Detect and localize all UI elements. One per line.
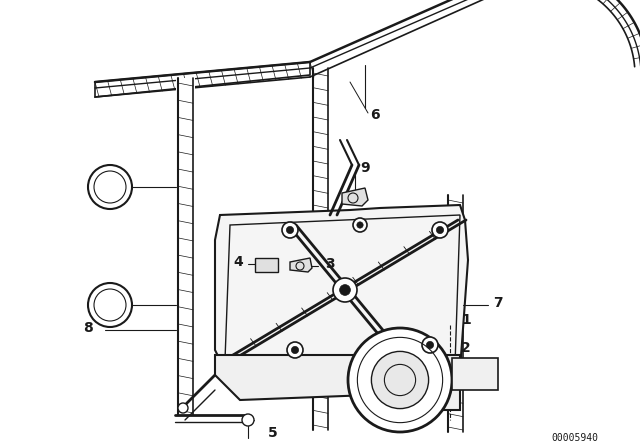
- Circle shape: [422, 337, 438, 353]
- Text: 00005940: 00005940: [552, 433, 598, 443]
- Circle shape: [348, 328, 452, 432]
- Polygon shape: [95, 62, 310, 97]
- Circle shape: [291, 346, 299, 353]
- Circle shape: [426, 341, 434, 349]
- Text: 7: 7: [493, 296, 503, 310]
- Text: 6: 6: [370, 108, 380, 122]
- Polygon shape: [176, 78, 195, 415]
- Circle shape: [287, 226, 294, 233]
- Circle shape: [88, 165, 132, 209]
- Polygon shape: [215, 205, 468, 375]
- Circle shape: [287, 342, 303, 358]
- Circle shape: [178, 403, 188, 413]
- Polygon shape: [290, 258, 312, 272]
- Circle shape: [88, 283, 132, 327]
- Text: 3: 3: [325, 257, 335, 271]
- Text: 1: 1: [461, 313, 471, 327]
- Circle shape: [353, 218, 367, 232]
- Circle shape: [282, 222, 298, 238]
- Polygon shape: [370, 355, 460, 410]
- Polygon shape: [342, 188, 368, 206]
- Circle shape: [432, 222, 448, 238]
- Text: 8: 8: [83, 321, 93, 335]
- Text: 9: 9: [360, 161, 370, 175]
- Circle shape: [436, 226, 444, 233]
- Circle shape: [333, 278, 357, 302]
- Circle shape: [371, 351, 429, 409]
- Text: 4: 4: [233, 255, 243, 269]
- Text: 2: 2: [461, 341, 471, 355]
- Polygon shape: [255, 258, 278, 272]
- Text: 5: 5: [268, 426, 278, 440]
- Circle shape: [340, 284, 351, 295]
- Polygon shape: [215, 355, 380, 400]
- Circle shape: [357, 222, 363, 228]
- Circle shape: [242, 414, 254, 426]
- Polygon shape: [452, 358, 498, 390]
